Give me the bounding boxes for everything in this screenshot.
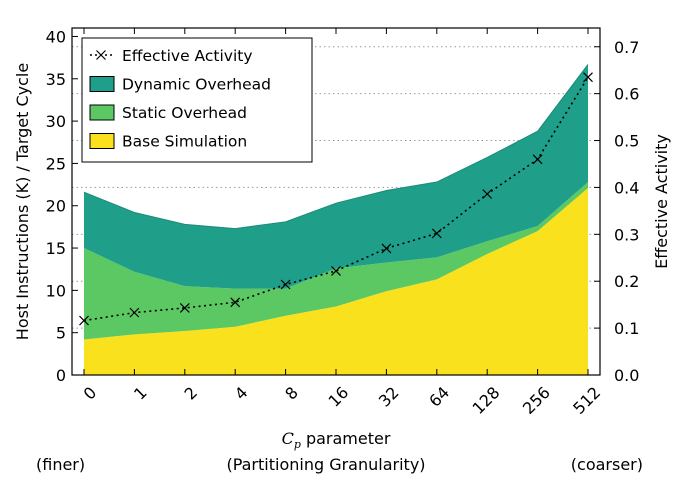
area-dynamic-overhead — [84, 64, 588, 289]
legend-swatch-base-simulation — [89, 133, 115, 149]
right-tick-label: 0.2 — [614, 272, 639, 291]
x-tick-label: 8 — [281, 383, 302, 404]
activity-marker — [381, 243, 392, 254]
left-tick-label: 15 — [46, 239, 66, 258]
activity-marker — [79, 315, 89, 326]
legend: Effective Activity Dynamic Overhead Static… — [81, 37, 313, 163]
x-tick-label: 2 — [180, 383, 201, 404]
left-tick-label: 5 — [56, 324, 66, 343]
caption-coarser: (coarser) — [571, 455, 643, 474]
left-tick-label: 30 — [46, 112, 66, 131]
x-tick-label: 0 — [80, 383, 101, 404]
area-top-outline — [83, 64, 589, 230]
left-tick-label: 10 — [46, 281, 66, 300]
x-tick-label: 64 — [425, 383, 453, 411]
left-tick-label: 25 — [46, 154, 66, 173]
x-axis-label-subscript: p — [294, 438, 301, 451]
left-axis-ticks: 0 5 10 15 20 25 30 35 40 — [46, 27, 78, 385]
y-axis-label-left: Host Instructions (K) / Target Cycle — [13, 63, 32, 340]
activity-marker — [532, 154, 543, 165]
area-base-simulation — [84, 187, 588, 375]
x-tick-label: 16 — [324, 383, 352, 411]
activity-marker — [583, 72, 593, 83]
left-tick-label: 20 — [46, 197, 66, 216]
right-tick-label: 0.6 — [614, 85, 639, 104]
legend-box — [81, 37, 313, 163]
legend-label-static-overhead: Static Overhead — [122, 104, 247, 122]
activity-marker — [280, 279, 291, 290]
x-tick-label: 512 — [569, 383, 604, 418]
x-tick-label: 32 — [375, 383, 403, 411]
stacked-areas — [83, 64, 589, 375]
legend-marker-effective-activity — [96, 50, 106, 60]
right-tick-label: 0.7 — [614, 38, 639, 57]
legend-label-effective-activity: Effective Activity — [122, 47, 253, 65]
right-tick-label: 0.5 — [614, 132, 639, 151]
x-axis-label: Cp parameter — [282, 429, 391, 451]
right-tick-label: 0.3 — [614, 225, 639, 244]
activity-marker — [331, 265, 341, 276]
caption-partitioning-granularity: (Partitioning Granularity) — [226, 455, 425, 474]
left-tick-label: 35 — [46, 70, 66, 89]
legend-label-base-simulation: Base Simulation — [122, 133, 247, 151]
effective-activity-line — [79, 72, 593, 326]
x-tick-label: 256 — [519, 383, 554, 418]
activity-marker — [230, 297, 241, 308]
activity-marker — [179, 303, 190, 313]
left-tick-label: 0 — [56, 366, 66, 385]
right-axis-ticks: 0.0 0.1 0.2 0.3 0.4 0.5 0.6 0.7 — [594, 38, 639, 385]
caption-finer: (finer) — [36, 455, 85, 474]
legend-label-dynamic-overhead: Dynamic Overhead — [122, 76, 271, 94]
legend-swatch-dynamic-overhead — [89, 76, 115, 92]
right-tick-label: 0.4 — [614, 178, 639, 197]
x-tick-label: 1 — [130, 383, 151, 404]
legend-swatch-static-overhead — [89, 104, 115, 121]
activity-marker — [431, 228, 442, 239]
activity-marker — [482, 189, 493, 199]
activity-marker — [129, 307, 140, 318]
right-tick-label: 0.0 — [614, 366, 639, 385]
x-axis-label-text: parameter — [301, 429, 391, 448]
x-axis-label-symbol: C — [282, 429, 294, 448]
y-axis-label-right: Effective Activity — [652, 134, 671, 269]
right-tick-label: 0.1 — [614, 319, 639, 338]
area-static-overhead — [84, 182, 588, 340]
x-tick-label: 4 — [231, 383, 252, 404]
left-tick-label: 40 — [46, 27, 66, 46]
x-tick-label: 128 — [468, 383, 503, 418]
